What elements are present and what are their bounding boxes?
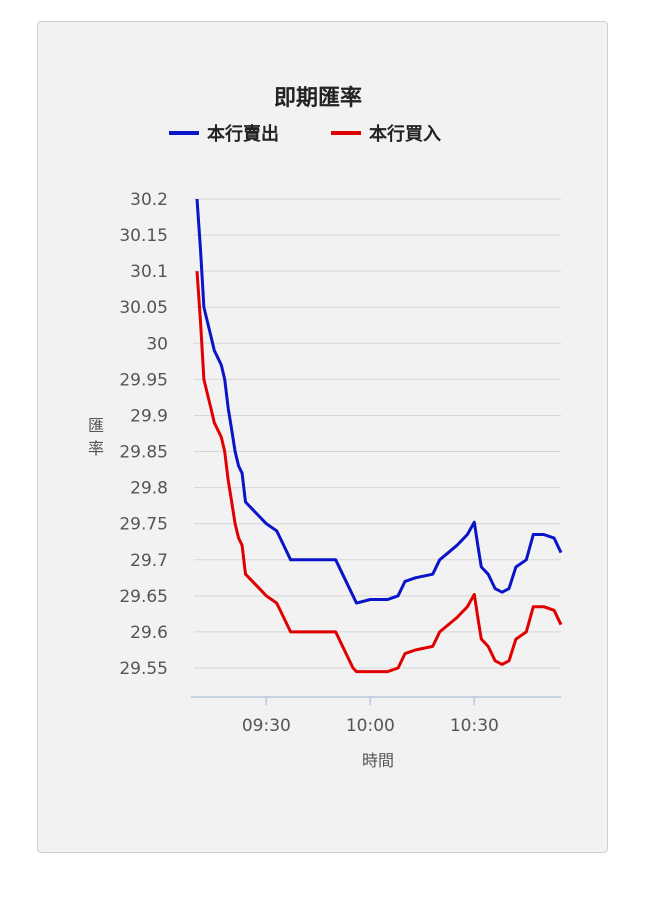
y-tick-label: 30 bbox=[146, 334, 168, 354]
y-tick-label: 29.95 bbox=[119, 370, 168, 390]
x-tick-label: 10:30 bbox=[450, 716, 499, 736]
x-tick-label: 09:30 bbox=[242, 716, 291, 736]
series-lines bbox=[195, 198, 563, 674]
y-axis-title: 匯 率 bbox=[88, 416, 104, 458]
chart-title: 即期匯率 bbox=[274, 85, 362, 111]
y-tick-label: 29.65 bbox=[119, 587, 168, 607]
y-tick-label: 30.2 bbox=[130, 190, 168, 210]
y-axis-ticks: 30.2 30.15 30.1 30.05 30 29.95 29.9 29.85 29.8 29… bbox=[119, 190, 168, 679]
y-tick-label: 29.8 bbox=[130, 479, 168, 499]
x-axis: 09:30 10:00 10:30 bbox=[191, 696, 561, 736]
y-tick-label: 29.85 bbox=[119, 443, 168, 463]
y-tick-label: 29.9 bbox=[130, 406, 168, 426]
y-tick-label: 30.15 bbox=[119, 226, 168, 246]
legend-label-buy: 本行買入 bbox=[369, 123, 441, 145]
series-line-1 bbox=[195, 271, 563, 674]
legend: 本行賣出 本行買入 bbox=[169, 123, 441, 145]
y-axis-title-char-2: 率 bbox=[88, 439, 104, 458]
y-tick-label: 29.55 bbox=[119, 659, 168, 679]
y-tick-label: 29.75 bbox=[119, 515, 168, 535]
x-tick-label: 10:00 bbox=[346, 716, 395, 736]
y-tick-label: 30.05 bbox=[119, 298, 168, 318]
chart-card bbox=[37, 21, 608, 853]
y-tick-label: 29.6 bbox=[130, 623, 168, 643]
grid-lines bbox=[194, 198, 561, 669]
y-tick-label: 29.7 bbox=[130, 551, 168, 571]
y-tick-label: 30.1 bbox=[130, 262, 168, 282]
series-line-0 bbox=[195, 198, 563, 605]
y-axis-title-char-1: 匯 bbox=[88, 416, 104, 435]
legend-label-sell: 本行賣出 bbox=[207, 123, 279, 145]
x-axis-title: 時間 bbox=[362, 751, 394, 770]
